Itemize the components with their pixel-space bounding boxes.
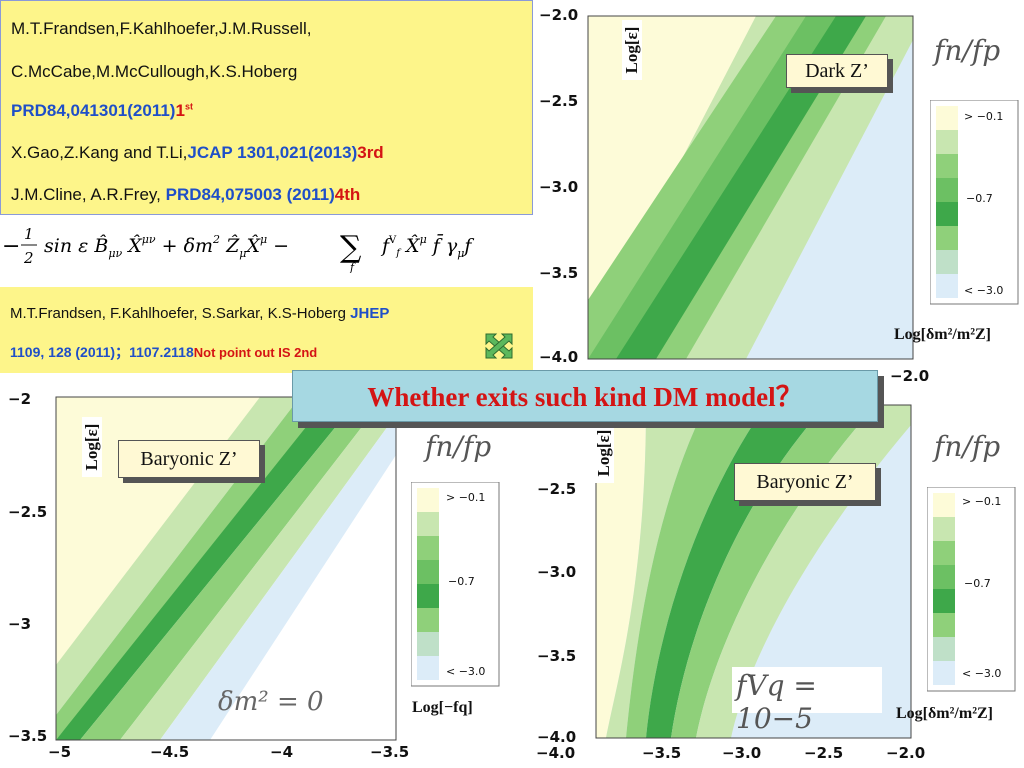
legend-high: > −0.1	[964, 110, 1004, 123]
xtick: −4	[270, 743, 294, 761]
citation-jcap[interactable]: JCAP 1301,021(2013)	[187, 143, 358, 162]
ytick: −2.5	[537, 480, 577, 498]
plot-dark-z-area	[587, 15, 914, 360]
delta-m-annotation: δm² = 0	[218, 687, 324, 717]
y-axis-label: Log[ε]	[622, 20, 642, 80]
legend-axis-label: Log[δm²/m²Z]	[896, 705, 993, 722]
svg-text:2: 2	[23, 249, 34, 267]
y-axis-label: Log[ε]	[82, 417, 102, 477]
ytick: −4.0	[539, 348, 579, 366]
legend-low: < −3.0	[964, 284, 1004, 297]
plot-baryonic-z-left: −2 −2.5 −3 −3.5 −5 −4.5 −4 −3.5 Log[ε] B…	[0, 385, 540, 768]
colorbar-legend	[930, 100, 1019, 305]
reference-box-2: M.T.Frandsen, F.Kahlhoefer, S.Sarkar, K.…	[0, 287, 533, 373]
ytick: −2	[8, 390, 32, 408]
svg-text:fVf X̂μ f̄ γμf: fVf X̂μ f̄ γμf	[380, 233, 474, 260]
svg-text:1: 1	[24, 225, 34, 243]
xtick: −5	[48, 743, 72, 761]
ratio-label: fn/fp	[425, 430, 492, 463]
svg-text:∑: ∑	[340, 230, 362, 265]
legend-mid: −0.7	[964, 577, 991, 590]
ytick: −3.5	[8, 727, 48, 745]
legend-high: > −0.1	[962, 495, 1002, 508]
formula-render: − 1 2 sin ε B̂μν X̂μν + δm2 ẐμX̂μ − ∑ f …	[2, 225, 474, 274]
order-label-4th: 4th	[334, 185, 361, 204]
ytick: −2.5	[539, 92, 579, 110]
ytick: −3	[8, 615, 32, 633]
corner-tick: −2.0	[890, 367, 930, 385]
legend-mid: −0.7	[448, 575, 475, 588]
svg-text:f: f	[349, 261, 356, 273]
plot-label-dark-z: Dark Z’	[786, 54, 888, 88]
svg-text:−: −	[2, 234, 20, 259]
order-label-1st: 1	[175, 101, 185, 120]
authors-gao-kang-li: X.Gao,Z.Kang and T.Li,	[11, 143, 188, 162]
reference-citation-1: PRD84,041301(2011)1st	[11, 101, 193, 121]
xtick: −4.5	[150, 743, 190, 761]
question-banner: Whether exits such kind DM model？	[292, 370, 878, 422]
reference-authors-2: C.McCabe,M.McCullough,K.S.Hoberg	[11, 62, 298, 81]
reference2-line1: M.T.Frandsen, F.Kahlhoefer, S.Sarkar, K.…	[10, 305, 389, 322]
expand-arrows-icon[interactable]	[482, 330, 520, 360]
reference-authors-1: M.T.Frandsen,F.Kahlhoefer,J.M.Russell,	[11, 19, 312, 38]
xtick: −3.0	[722, 744, 762, 762]
lagrangian-formula: − 1 2 sin ε B̂μν X̂μν + δm2 ẐμX̂μ − ∑ f …	[0, 215, 540, 274]
xtick: −3.5	[642, 744, 682, 762]
note-not-point-out: Not point out IS 2nd	[193, 345, 318, 360]
legend-high: > −0.1	[446, 491, 486, 504]
order-sup: st	[184, 101, 193, 112]
legend-low: < −3.0	[446, 665, 486, 678]
ytick: −3.0	[537, 563, 577, 581]
ytick: −2.0	[539, 6, 579, 24]
ytick: −4.0	[537, 728, 577, 746]
svg-text:sin ε B̂μν X̂μν + δm2 ẐμX̂μ −: sin ε B̂μν X̂μν + δm2 ẐμX̂μ −	[44, 233, 289, 260]
xtick: −4.0	[536, 744, 576, 762]
reference2-line2: 1109, 128 (2011)；1107.2118Not point out …	[10, 342, 317, 362]
reference-citation-4: J.M.Cline, A.R.Frey, PRD84,075003 (2011)…	[11, 185, 360, 205]
ytick: −3.0	[539, 178, 579, 196]
ratio-label: fn/fp	[934, 34, 1001, 67]
order-label-3rd: 3rd	[357, 143, 384, 162]
citation-jhep-1109[interactable]: 1109, 128 (2011)；1107.2118	[10, 344, 194, 360]
legend-axis-label: Log[δm²/m²Z]	[894, 326, 991, 343]
plot-label-baryonic-z: Baryonic Z’	[118, 440, 260, 478]
ratio-label: fn/fp	[934, 430, 1001, 463]
plot-baryonic-z-right: −2.5 −3.0 −3.5 −4.0 −4.0 −3.5 −3.0 −2.5 …	[536, 367, 1024, 768]
citation-jhep[interactable]: JHEP	[350, 305, 390, 322]
ytick: −3.5	[537, 647, 577, 665]
citation-prd84-075003[interactable]: PRD84,075003 (2011)	[165, 185, 335, 204]
legend-low: < −3.0	[962, 667, 1002, 680]
fq-annotation-box: fVq = 10−5	[732, 667, 882, 735]
colorbar-legend	[927, 487, 1016, 692]
legend-mid: −0.7	[966, 192, 993, 205]
citation-prd84-041301[interactable]: PRD84,041301(2011)	[11, 101, 176, 120]
authors-cline-frey: J.M.Cline, A.R.Frey,	[11, 185, 166, 204]
legend-axis-label: Log[−fq]	[412, 699, 473, 716]
reference-box: M.T.Frandsen,F.Kahlhoefer,J.M.Russell, C…	[0, 0, 533, 215]
xtick: −2.5	[804, 744, 844, 762]
ytick: −3.5	[539, 264, 579, 282]
authors-frandsen-sarkar: M.T.Frandsen, F.Kahlhoefer, S.Sarkar, K.…	[10, 305, 351, 322]
ytick: −2.5	[8, 503, 48, 521]
xtick: −2.0	[886, 744, 926, 762]
y-axis-label: Log[ε]	[594, 423, 614, 483]
colorbar-legend	[411, 482, 500, 687]
plot-label-baryonic-z: Baryonic Z’	[734, 463, 876, 501]
reference-citation-3: X.Gao,Z.Kang and T.Li,JCAP 1301,021(2013…	[11, 143, 384, 163]
fq-annotation: fVq = 10−5	[736, 669, 817, 735]
xtick: −3.5	[370, 743, 410, 761]
plot-dark-z: −2.0 −2.5 −3.0 −3.5 −4.0 Log[ε] Dark Z’ …	[536, 0, 1024, 375]
